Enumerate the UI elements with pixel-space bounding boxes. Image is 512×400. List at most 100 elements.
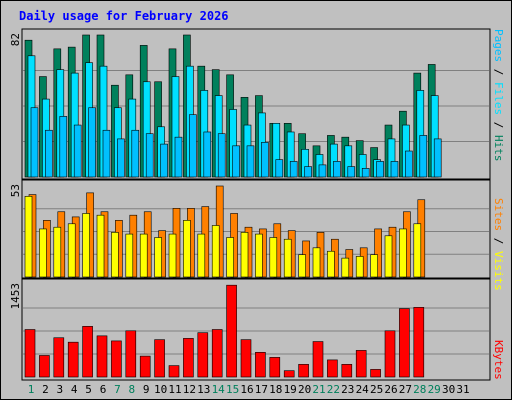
x-tick-day-30: 30 xyxy=(442,383,455,396)
x-tick-day-28: 28 xyxy=(413,383,426,396)
bar-kbytes-day-28 xyxy=(413,307,425,378)
x-tick-day-12: 12 xyxy=(183,383,196,396)
bar-kbytes-day-1 xyxy=(24,329,36,378)
x-tick-day-13: 13 xyxy=(197,383,210,396)
x-tick-day-18: 18 xyxy=(269,383,282,396)
x-tick-day-9: 9 xyxy=(143,383,150,396)
bar-visits-day-28 xyxy=(413,223,422,278)
bar-visits-day-24 xyxy=(355,256,364,278)
bar-visits-day-19 xyxy=(283,238,292,278)
x-tick-day-15: 15 xyxy=(226,383,239,396)
bar-kbytes-day-16 xyxy=(240,339,252,378)
bar-pages-day-13 xyxy=(203,131,212,178)
bar-kbytes-day-9 xyxy=(139,355,151,378)
bar-visits-day-21 xyxy=(312,247,321,278)
bar-visits-day-18 xyxy=(269,237,278,278)
x-tick-day-7: 7 xyxy=(114,383,121,396)
top-scale-label: 82 xyxy=(9,33,22,46)
legend-kbytes: KBytes xyxy=(492,340,505,380)
bar-pages-day-28 xyxy=(419,135,428,178)
bar-pages-day-17 xyxy=(261,142,269,178)
x-tick-day-26: 26 xyxy=(384,383,397,396)
bar-visits-day-27 xyxy=(399,228,407,278)
bar-sites-day-25 xyxy=(374,228,382,278)
x-tick-day-6: 6 xyxy=(100,383,107,396)
bar-kbytes-day-14 xyxy=(211,329,223,378)
bar-visits-day-3 xyxy=(53,226,62,278)
bar-visits-day-25 xyxy=(370,254,378,278)
bar-kbytes-day-7 xyxy=(111,340,122,378)
x-tick-day-17: 17 xyxy=(255,383,268,396)
x-tick-day-31: 31 xyxy=(456,383,469,396)
bar-pages-day-19 xyxy=(289,161,298,178)
x-tick-day-19: 19 xyxy=(284,383,297,396)
bar-pages-day-18 xyxy=(275,159,284,178)
legend-visits: Visits xyxy=(492,251,505,291)
bar-kbytes-day-22 xyxy=(327,359,338,378)
bar-kbytes-day-27 xyxy=(399,308,410,378)
bar-kbytes-day-11 xyxy=(168,365,180,378)
x-tick-day-21: 21 xyxy=(312,383,325,396)
legend-hits: Hits xyxy=(492,135,505,162)
legend-sites: Sites xyxy=(492,198,505,231)
chart-bars xyxy=(24,34,442,378)
x-tick-day-27: 27 xyxy=(399,383,412,396)
bar-pages-day-9 xyxy=(145,133,154,178)
legend-kbytes: KBytes xyxy=(492,340,505,380)
legend-pages: Pages xyxy=(492,29,505,62)
bar-kbytes-day-2 xyxy=(39,355,50,378)
x-tick-day-25: 25 xyxy=(370,383,383,396)
bar-visits-day-12 xyxy=(183,220,191,278)
x-tick-day-11: 11 xyxy=(168,383,181,396)
x-tick-day-8: 8 xyxy=(128,383,135,396)
bar-visits-day-6 xyxy=(96,214,105,278)
bar-visits-day-11 xyxy=(168,233,177,278)
x-tick-day-4: 4 xyxy=(71,383,78,396)
x-tick-day-5: 5 xyxy=(85,383,92,396)
bar-kbytes-day-13 xyxy=(197,332,209,378)
bar-kbytes-day-17 xyxy=(255,352,266,378)
bar-pages-day-11 xyxy=(174,136,183,178)
bar-visits-day-2 xyxy=(39,228,47,278)
bar-kbytes-day-26 xyxy=(384,330,396,378)
bar-pages-day-22 xyxy=(333,161,341,178)
bar-visits-day-17 xyxy=(255,233,263,278)
bar-pages-day-15 xyxy=(232,145,240,178)
bar-kbytes-day-6 xyxy=(96,335,108,378)
bar-pages-day-20 xyxy=(304,166,312,178)
bar-kbytes-day-19 xyxy=(283,370,295,378)
bar-visits-day-9 xyxy=(139,233,148,278)
bar-kbytes-day-8 xyxy=(125,330,137,378)
bar-kbytes-day-23 xyxy=(341,364,353,378)
bar-visits-day-4 xyxy=(67,223,76,278)
bar-pages-day-25 xyxy=(376,161,384,178)
legend-files: Files xyxy=(492,82,505,115)
bar-visits-day-23 xyxy=(341,257,350,278)
bar-visits-day-1 xyxy=(24,196,33,278)
bar-visits-day-15 xyxy=(226,237,234,278)
bar-visits-day-14 xyxy=(211,225,220,278)
bar-pages-day-4 xyxy=(73,124,82,178)
x-tick-day-3: 3 xyxy=(56,383,63,396)
x-tick-day-20: 20 xyxy=(298,383,311,396)
bar-pages-day-27 xyxy=(405,150,413,178)
legend-separator: / xyxy=(492,115,505,135)
legend-separator: / xyxy=(492,62,505,82)
bar-pages-day-7 xyxy=(117,138,125,178)
x-tick-day-14: 14 xyxy=(212,383,226,396)
bar-visits-day-13 xyxy=(197,233,206,278)
bar-pages-day-23 xyxy=(347,166,356,178)
bottom-scale-label: 1453 xyxy=(9,283,22,310)
x-tick-day-29: 29 xyxy=(428,383,441,396)
x-tick-day-22: 22 xyxy=(327,383,340,396)
bar-pages-day-26 xyxy=(390,161,399,178)
bar-pages-day-2 xyxy=(45,129,53,178)
bar-pages-day-1 xyxy=(30,107,39,178)
bar-kbytes-day-18 xyxy=(269,357,281,378)
bar-visits-day-7 xyxy=(111,232,119,278)
bar-visits-day-10 xyxy=(154,237,162,278)
bar-kbytes-day-20 xyxy=(298,364,309,378)
bar-visits-day-16 xyxy=(240,232,249,278)
bar-visits-day-20 xyxy=(298,254,306,278)
bar-kbytes-day-5 xyxy=(82,326,93,378)
